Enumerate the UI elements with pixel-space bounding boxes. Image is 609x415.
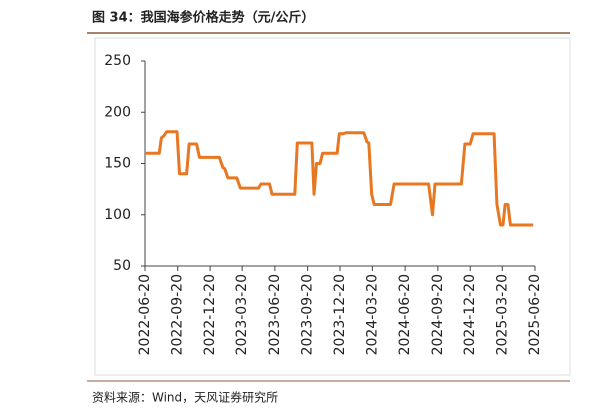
source: 资料来源：Wind，天风证券研究所 xyxy=(92,390,278,405)
x-tick-label: 2022-12-20 xyxy=(202,274,218,355)
y-tick-label: 100 xyxy=(104,207,131,223)
x-tick-label: 2024-12-20 xyxy=(462,274,478,355)
x-tick-label: 2023-06-20 xyxy=(267,274,283,355)
x-tick-label: 2025-03-20 xyxy=(494,274,510,355)
x-tick-label: 2024-06-20 xyxy=(397,274,413,355)
plot-frame xyxy=(94,37,571,376)
x-tick-label: 2023-12-20 xyxy=(332,274,348,355)
x-tick-label: 2023-09-20 xyxy=(300,274,316,355)
x-tick-label: 2022-06-20 xyxy=(137,274,153,355)
x-tick-label: 2024-09-20 xyxy=(430,274,446,355)
y-tick-label: 200 xyxy=(104,104,131,120)
chart-title: 图 34：我国海参价格走势（元/公斤） xyxy=(92,10,314,26)
x-tick-label: 2023-03-20 xyxy=(234,274,250,355)
y-tick-label: 250 xyxy=(104,53,131,69)
x-tick-label: 2024-03-20 xyxy=(364,274,380,355)
y-tick-label: 50 xyxy=(113,258,131,274)
x-tick-label: 2025-06-20 xyxy=(527,274,543,355)
x-tick-label: 2022-09-20 xyxy=(170,274,186,355)
y-tick-label: 150 xyxy=(104,156,131,172)
price-line xyxy=(145,130,534,227)
